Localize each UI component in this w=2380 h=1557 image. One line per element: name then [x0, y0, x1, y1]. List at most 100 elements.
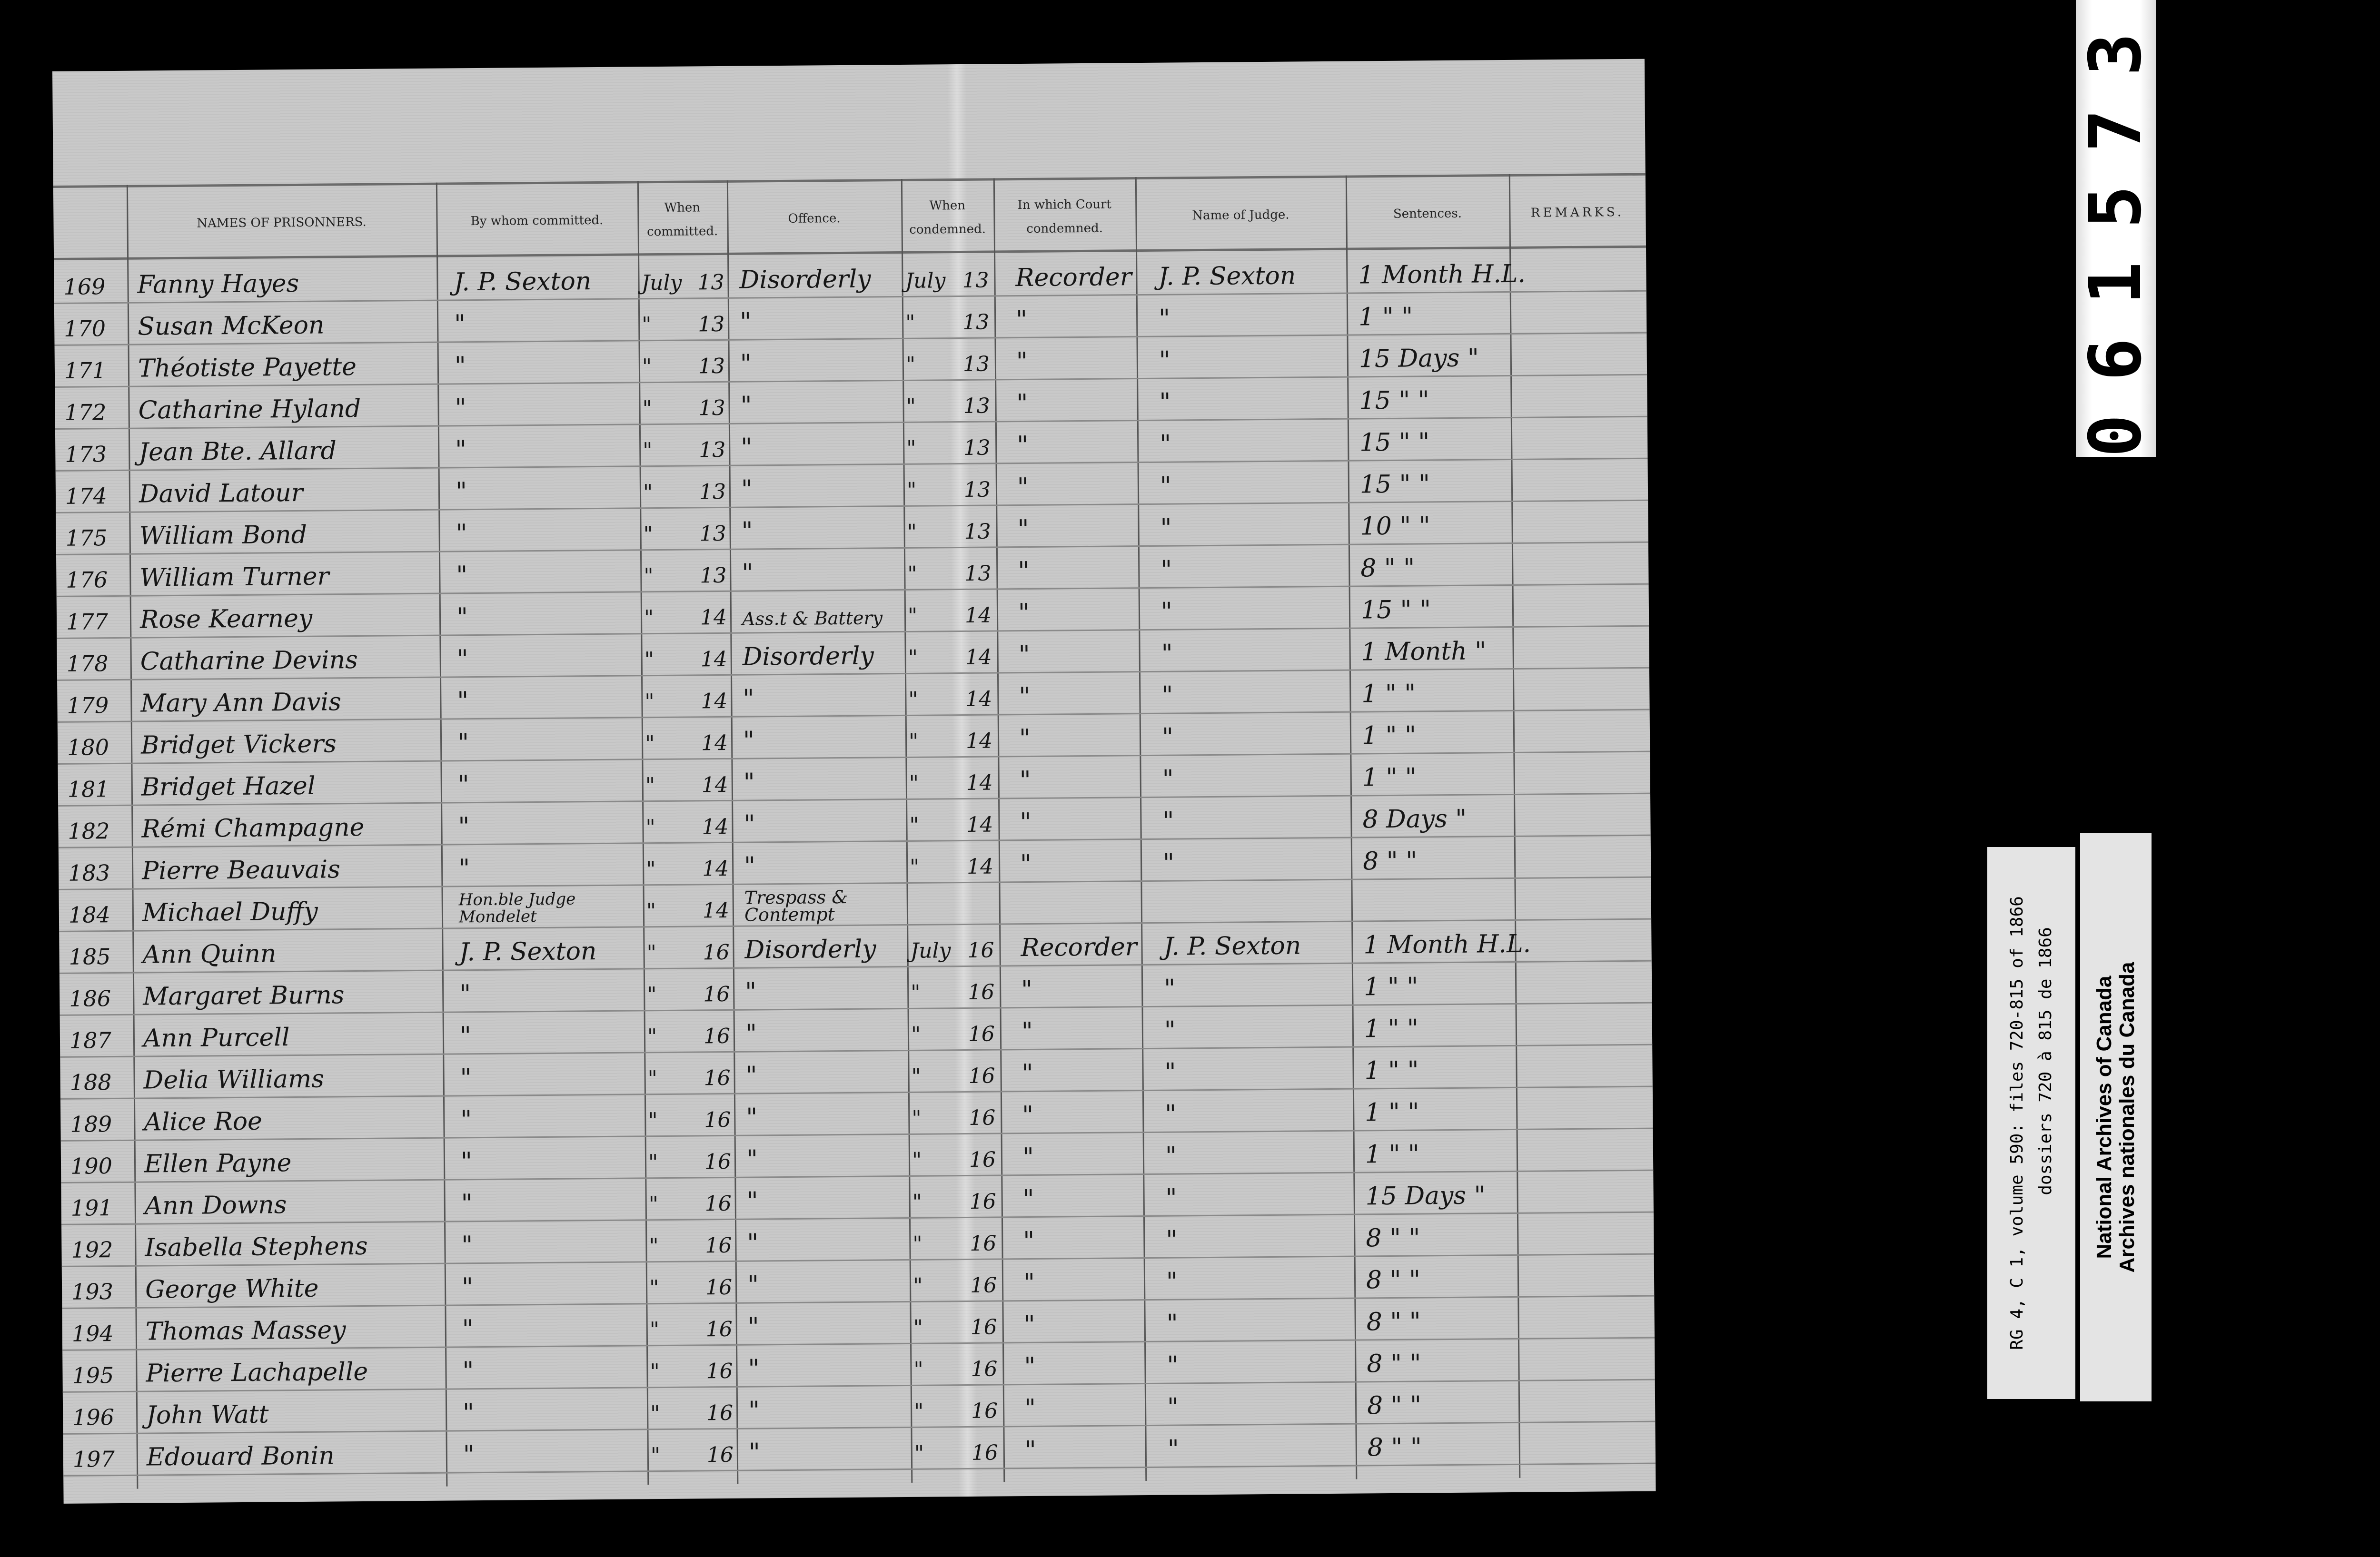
committed-by: "	[463, 1440, 475, 1469]
condemned-day: 14	[965, 645, 992, 670]
committed-day: 13	[697, 270, 724, 295]
offence: Disorderly	[744, 935, 876, 965]
committed-month: "	[649, 1318, 660, 1342]
sentence: 8 " "	[1362, 847, 1418, 876]
prisoner-name: Ann Quinn	[142, 939, 277, 969]
condemned-month: "	[909, 771, 919, 796]
archive-label: National Archives of Canada Archives nat…	[2080, 833, 2152, 1401]
condemned-month: "	[908, 687, 918, 712]
committed-day: 16	[705, 1275, 733, 1300]
judge: "	[1165, 1100, 1177, 1129]
committed-day: 16	[705, 1317, 733, 1342]
row-number: 181	[67, 776, 109, 802]
court: Recorder	[1021, 933, 1137, 963]
offence: "	[740, 391, 752, 420]
header-when-committed: When committed.	[647, 200, 718, 239]
sentence: 8 " "	[1366, 1265, 1421, 1295]
prisoner-name: Fanny Hayes	[137, 269, 299, 299]
court: "	[1024, 1436, 1036, 1465]
prisoner-name: Mary Ann Davis	[140, 688, 342, 718]
committed-day: 16	[704, 1107, 731, 1133]
row-number: 182	[68, 818, 110, 844]
court: "	[1021, 975, 1033, 1005]
row-number: 170	[64, 315, 106, 342]
committed-month: "	[650, 1360, 660, 1384]
condemned-month: "	[912, 1148, 922, 1173]
reference-label: RG 4, C 1, volume 590: files 720-815 of …	[1987, 847, 2075, 1399]
court: "	[1023, 1310, 1035, 1340]
condemned-month: "	[906, 394, 916, 419]
court: "	[1022, 1101, 1034, 1130]
committed-by: "	[457, 770, 469, 799]
offence: "	[743, 768, 755, 797]
committed-by: "	[455, 394, 466, 423]
judge: "	[1165, 1142, 1177, 1171]
committed-day: 14	[702, 814, 729, 839]
sentence: 1 " "	[1362, 763, 1417, 792]
condemned-day: 14	[966, 812, 993, 837]
judge: J. P. Sexton	[1158, 261, 1296, 291]
committed-month: "	[645, 731, 655, 756]
sentence: 15 " "	[1360, 595, 1431, 625]
committed-month: "	[648, 1150, 658, 1175]
condemned-month: "	[907, 562, 917, 586]
row-number: 184	[68, 902, 110, 928]
offence: "	[746, 1103, 758, 1132]
sentence: 8 Days "	[1362, 804, 1467, 834]
condemned-month: "	[911, 980, 921, 1005]
offence: "	[746, 1187, 758, 1216]
header-judge: Name of Judge.	[1192, 207, 1289, 223]
committed-day: 16	[704, 1149, 732, 1174]
committed-month: "	[650, 1443, 661, 1468]
prisoner-name: Ann Downs	[144, 1191, 287, 1221]
row-number: 188	[69, 1069, 112, 1095]
sentence: 1 " "	[1365, 1140, 1420, 1169]
committed-month: "	[646, 941, 657, 966]
committed-month: "	[645, 690, 654, 714]
committed-month: "	[644, 606, 654, 631]
court: "	[1016, 389, 1028, 418]
judge: J. P. Sexton	[1163, 931, 1301, 961]
prisoner-name: Alice Roe	[144, 1107, 263, 1137]
row-number: 190	[70, 1153, 113, 1179]
header-remarks: REMARKS.	[1530, 205, 1625, 220]
header-offence: Offence.	[788, 211, 841, 226]
offence: "	[743, 684, 754, 713]
judge: "	[1161, 723, 1174, 752]
condemned-day: 13	[963, 477, 991, 502]
condemned-day: 16	[968, 1022, 995, 1046]
offence: "	[744, 852, 756, 881]
committed-by: "	[455, 477, 467, 506]
offence: "	[748, 1354, 760, 1383]
committed-by: "	[460, 1064, 472, 1093]
row-number: 197	[72, 1446, 115, 1472]
condemned-month: "	[908, 645, 918, 670]
judge: "	[1163, 974, 1176, 1003]
offence: "	[748, 1396, 760, 1425]
condemned-day: 13	[963, 435, 991, 460]
court: "	[1021, 1059, 1033, 1088]
condemned-month: "	[914, 1441, 924, 1466]
row-number: 172	[64, 399, 107, 425]
committed-day: 13	[699, 479, 726, 504]
court: "	[1018, 556, 1030, 586]
sentence: 15 " "	[1359, 386, 1429, 415]
sentence: 8 " "	[1367, 1391, 1422, 1420]
row-number: 196	[72, 1404, 115, 1430]
committed-day: 13	[699, 437, 726, 463]
committed-month: "	[643, 480, 653, 505]
committed-month: July	[641, 270, 682, 296]
offence: "	[747, 1271, 759, 1300]
condemned-day: 14	[965, 687, 992, 711]
row-number: 194	[71, 1320, 114, 1347]
row-number: 178	[66, 650, 109, 677]
prisoner-name: John Watt	[146, 1400, 269, 1430]
condemned-day: 16	[970, 1273, 997, 1298]
condemned-day: 13	[964, 519, 991, 544]
committed-month: "	[645, 773, 655, 798]
archive-line-2: Archives nationales du Canada	[2115, 962, 2139, 1272]
condemned-month: "	[909, 855, 920, 879]
judge: "	[1166, 1267, 1178, 1296]
committed-day: 16	[703, 982, 730, 1007]
committed-by: Hon.ble Judge Mondelet	[458, 889, 576, 927]
